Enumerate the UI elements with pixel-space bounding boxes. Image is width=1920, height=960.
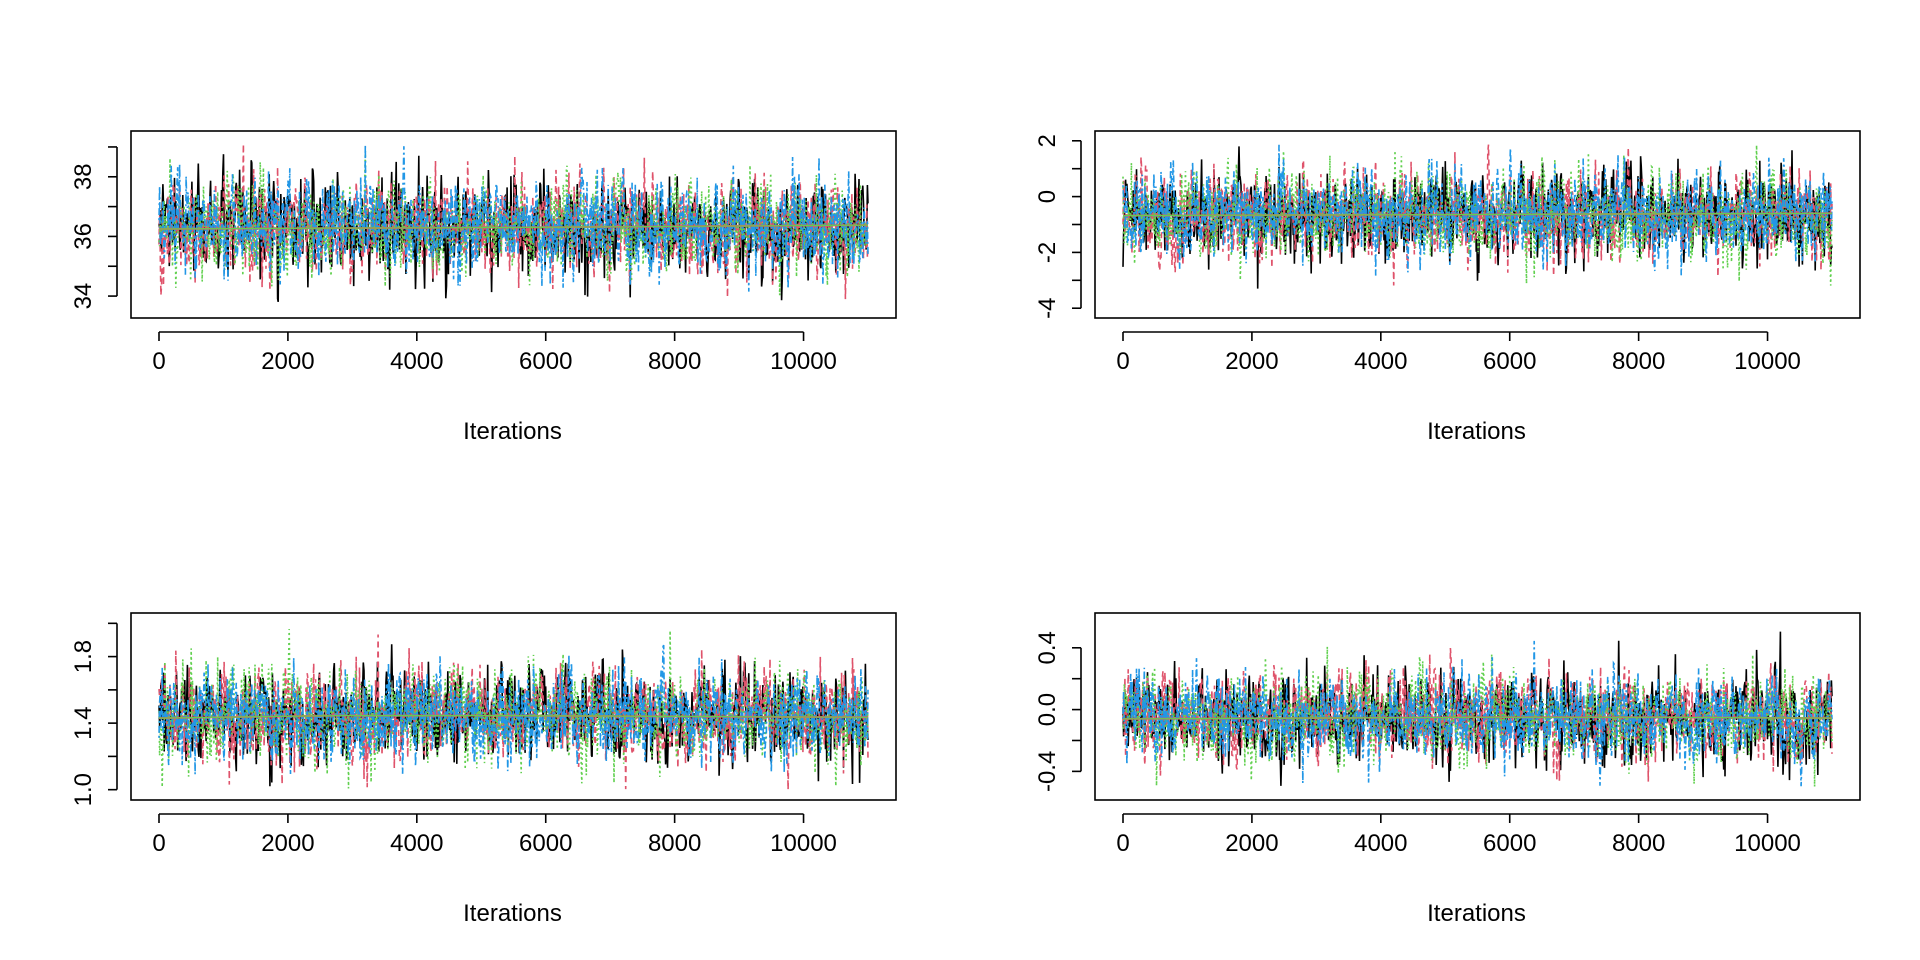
x-tick-label: 4000 bbox=[1354, 830, 1407, 857]
x-tick-label: 10000 bbox=[1734, 830, 1801, 857]
x-tick-label: 0 bbox=[1116, 830, 1129, 857]
x-tick-label: 6000 bbox=[519, 348, 572, 375]
y-tick-label: 38 bbox=[70, 163, 97, 190]
y-tick-label: 0.0 bbox=[1034, 693, 1061, 726]
chain-line-2 bbox=[158, 634, 869, 790]
x-tick-label: 10000 bbox=[1734, 348, 1801, 375]
chain-line-3 bbox=[1122, 145, 1833, 286]
x-tick-label: 0 bbox=[152, 830, 165, 857]
y-tick-label: 1.8 bbox=[70, 640, 97, 673]
x-tick-label: 0 bbox=[152, 348, 165, 375]
x-tick-label: 0 bbox=[1116, 348, 1129, 375]
y-tick-label: 36 bbox=[70, 223, 97, 250]
chains bbox=[1122, 144, 1833, 289]
x-axis-title: Iterations bbox=[463, 900, 562, 927]
smooth-line-green bbox=[158, 224, 869, 230]
x-axis-title: Iterations bbox=[1427, 418, 1526, 445]
chain-line-4 bbox=[158, 144, 869, 292]
y-tick-label: 2 bbox=[1034, 134, 1061, 147]
y-tick-label: 0.4 bbox=[1034, 631, 1061, 664]
plot-box bbox=[130, 612, 897, 801]
x-tick-label: 4000 bbox=[1354, 348, 1407, 375]
chains bbox=[158, 143, 869, 303]
x-axis-title: Iterations bbox=[463, 418, 562, 445]
chains bbox=[1122, 631, 1833, 787]
chain-line-2 bbox=[1122, 647, 1833, 782]
y-tick-label: -4 bbox=[1034, 298, 1061, 319]
chains bbox=[158, 628, 869, 790]
trace-panel-1: 0 2000 4000 6000 8000 10000 Iterations 34 36 38 bbox=[70, 130, 897, 445]
trace-panel-3: 0 2000 4000 6000 8000 10000 Iterations 1.0 1.4 1.… bbox=[70, 612, 897, 927]
chain-line-3 bbox=[158, 628, 869, 789]
smooth-line-green bbox=[1122, 212, 1833, 217]
y-tick-label: 1.4 bbox=[70, 706, 97, 739]
y-tick-label: 0 bbox=[1034, 190, 1061, 203]
y-tick-label: -0.4 bbox=[1034, 751, 1061, 792]
x-tick-label: 8000 bbox=[1612, 830, 1665, 857]
x-tick-label: 8000 bbox=[648, 348, 701, 375]
smooth-line-green bbox=[158, 714, 869, 719]
trace-panel-2: 0 2000 4000 6000 8000 10000 Iterations -4 -2 0 2 bbox=[1034, 130, 1861, 445]
trace-panel-4: 0 2000 4000 6000 8000 10000 Iterations -0.4 0.0 0… bbox=[1034, 612, 1861, 927]
x-tick-label: 10000 bbox=[770, 830, 837, 857]
smooth-line-green bbox=[1122, 716, 1833, 720]
x-tick-label: 8000 bbox=[1612, 348, 1665, 375]
x-tick-label: 2000 bbox=[1225, 830, 1278, 857]
plot-box bbox=[1094, 130, 1861, 319]
x-tick-label: 2000 bbox=[261, 830, 314, 857]
chain-line-4 bbox=[1122, 144, 1833, 276]
plot-box bbox=[1094, 612, 1861, 801]
x-tick-label: 2000 bbox=[261, 348, 314, 375]
chain-line-4 bbox=[158, 644, 869, 775]
x-axis-title: Iterations bbox=[1427, 900, 1526, 927]
y-tick-label: 34 bbox=[70, 283, 97, 310]
x-tick-label: 4000 bbox=[390, 348, 443, 375]
x-tick-label: 6000 bbox=[1483, 348, 1536, 375]
plot-box bbox=[130, 130, 897, 319]
x-tick-label: 4000 bbox=[390, 830, 443, 857]
x-tick-label: 6000 bbox=[519, 830, 572, 857]
x-tick-label: 2000 bbox=[1225, 348, 1278, 375]
x-tick-label: 8000 bbox=[648, 830, 701, 857]
chain-line-3 bbox=[158, 150, 869, 296]
y-tick-label: -2 bbox=[1034, 242, 1061, 263]
y-tick-label: 1.0 bbox=[70, 773, 97, 806]
x-tick-label: 6000 bbox=[1483, 830, 1536, 857]
chain-line-4 bbox=[1122, 640, 1833, 787]
x-tick-label: 10000 bbox=[770, 348, 837, 375]
